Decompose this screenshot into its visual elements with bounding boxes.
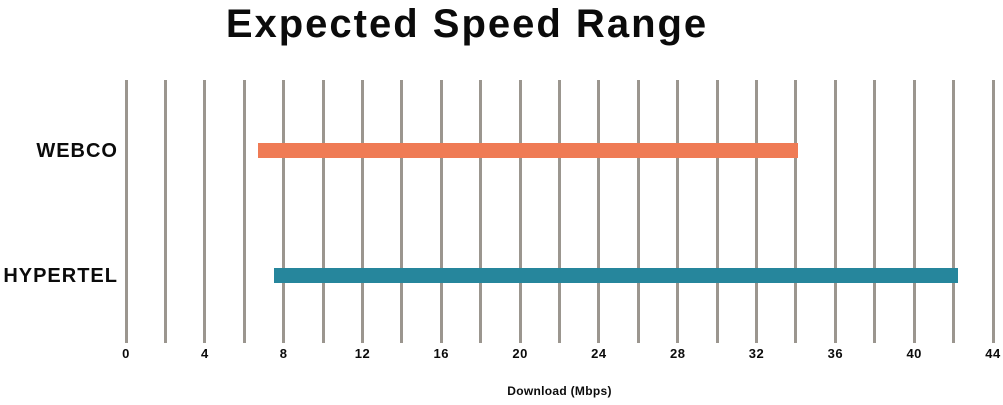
x-tick-label-4: 4 [200,346,209,361]
gridline-38 [873,80,877,343]
gridline-24 [597,80,601,343]
chart-title: Expected Speed Range [225,2,709,46]
gridline-28 [676,80,680,343]
gridline-8 [282,80,286,343]
range-bar-webco [258,143,798,158]
x-tick-label-28: 28 [669,346,686,361]
x-tick-label-12: 12 [354,346,371,361]
gridline-40 [912,80,916,343]
x-tick-label-36: 36 [827,346,844,361]
gridline-4 [203,80,207,343]
x-axis-title: Download (Mbps) [507,384,612,398]
x-tick-label-24: 24 [591,346,607,361]
gridline-26 [636,80,640,343]
gridline-18 [479,80,483,343]
gridline-44 [991,80,995,343]
range-bar-hypertel [273,268,958,283]
x-tick-label-32: 32 [748,346,765,361]
gridline-36 [833,80,837,343]
gridline-12 [360,80,364,343]
gridline-2 [163,80,167,343]
x-tick-label-0: 0 [122,346,130,361]
x-tick-label-8: 8 [279,346,288,361]
x-tick-label-44: 44 [985,346,1001,361]
gridline-42 [952,80,956,343]
gridline-22 [558,80,561,343]
x-tick-label-40: 40 [906,346,922,361]
gridline-6 [242,80,246,343]
gridline-14 [400,80,404,343]
gridline-20 [518,80,522,343]
gridline-16 [439,80,443,343]
gridline-32 [755,80,759,343]
gridline-34 [794,80,798,343]
x-tick-label-16: 16 [433,346,449,361]
x-tick-label-20: 20 [512,346,528,361]
category-label-webco: WEBCO [36,139,118,162]
gridline-30 [715,80,719,343]
gridline-10 [321,80,325,343]
gridline-0 [124,80,128,343]
category-label-hypertel: HYPERTEL [3,264,118,287]
